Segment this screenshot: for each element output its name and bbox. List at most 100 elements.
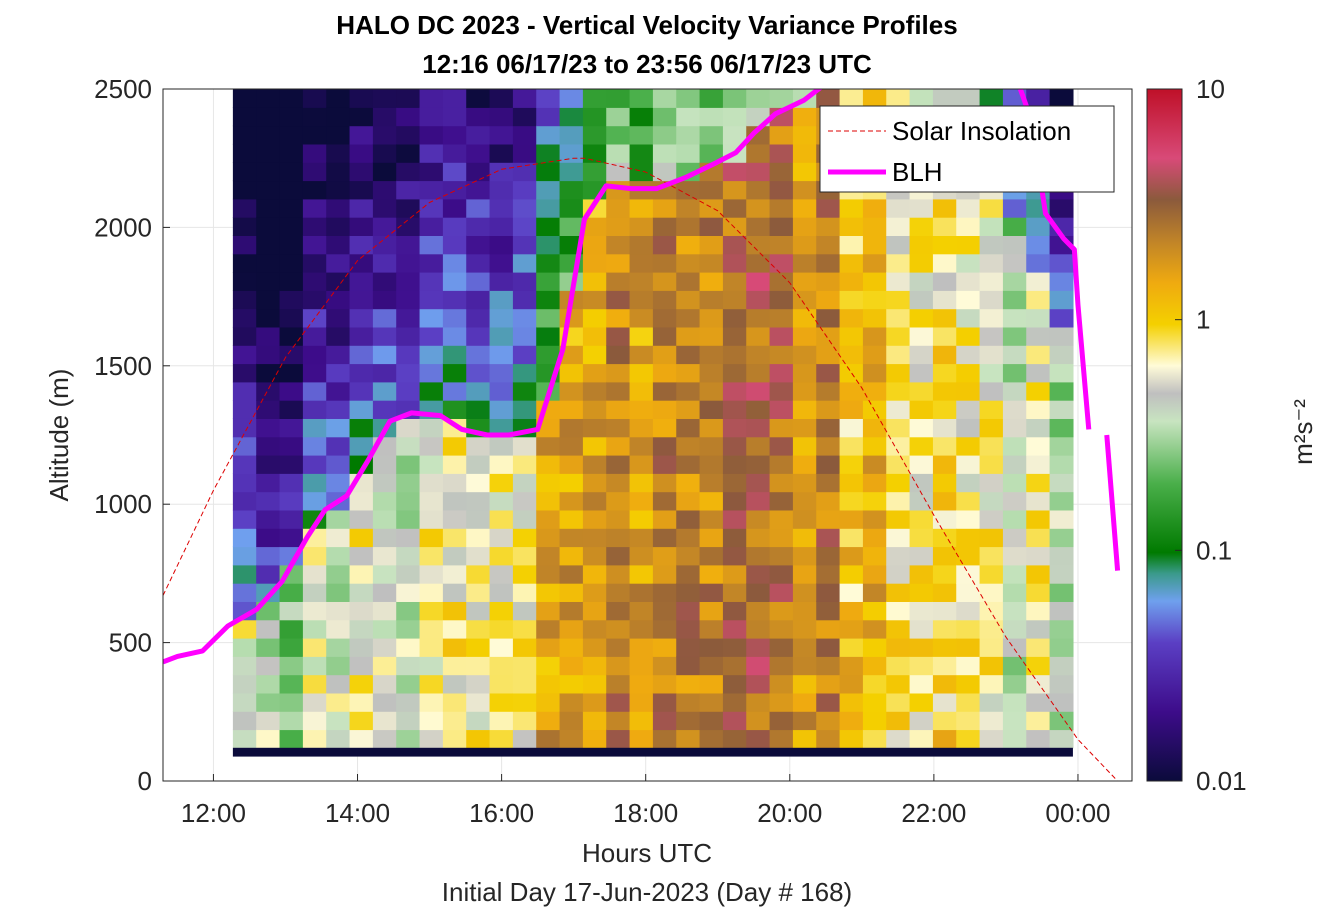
heatmap-cell xyxy=(559,217,584,236)
heatmap-cell xyxy=(792,564,817,584)
heatmap-cell xyxy=(1002,454,1027,474)
heatmap-cell xyxy=(582,656,607,676)
heatmap-cell xyxy=(489,674,514,694)
heatmap-cell xyxy=(536,601,561,621)
heatmap-cell xyxy=(326,326,351,346)
heatmap-cell xyxy=(932,692,957,712)
heatmap-cell xyxy=(722,619,747,639)
heatmap-cell xyxy=(582,363,607,383)
heatmap-cell xyxy=(699,381,724,401)
heatmap-cell xyxy=(536,162,561,182)
heatmap-cell xyxy=(722,400,747,419)
heatmap-cell xyxy=(512,125,537,145)
heatmap-cell xyxy=(746,253,771,273)
heatmap-cell xyxy=(442,143,467,163)
heatmap-cell xyxy=(769,637,794,657)
heatmap-cell xyxy=(746,601,771,621)
heatmap-cell xyxy=(699,308,724,328)
heatmap-cell xyxy=(606,454,631,474)
heatmap-cell xyxy=(1049,473,1074,493)
y-tick-label: 2500 xyxy=(94,74,152,104)
heatmap-cell xyxy=(512,436,537,456)
heatmap-cell xyxy=(1049,290,1074,310)
heatmap-cell xyxy=(676,143,701,163)
heatmap-cell xyxy=(956,235,981,255)
heatmap-cell xyxy=(722,491,747,511)
heatmap-cell xyxy=(769,400,794,419)
heatmap-cell xyxy=(769,656,794,676)
heatmap-cell xyxy=(652,729,677,749)
heatmap-cell xyxy=(396,363,421,383)
heatmap-cell xyxy=(279,473,304,493)
heatmap-cell xyxy=(629,564,654,584)
heatmap-cell xyxy=(862,89,887,108)
heatmap-cell xyxy=(886,418,911,438)
heatmap-cell xyxy=(769,272,794,291)
heatmap-cell xyxy=(652,564,677,584)
heatmap-cell xyxy=(676,473,701,493)
heatmap-cell xyxy=(582,326,607,346)
heatmap-cell xyxy=(489,89,514,108)
heatmap-cell xyxy=(1049,400,1074,419)
heatmap-cell xyxy=(839,345,864,365)
heatmap-cell xyxy=(326,729,351,749)
heatmap-cell xyxy=(909,692,934,712)
heatmap-cell xyxy=(559,381,584,401)
heatmap-cell xyxy=(279,363,304,383)
legend-label-solar: Solar Insolation xyxy=(892,116,1071,146)
heatmap-cell xyxy=(489,436,514,456)
heatmap-cell xyxy=(676,436,701,456)
heatmap-cell xyxy=(909,326,934,346)
heatmap-cell xyxy=(956,272,981,291)
heatmap-cell xyxy=(396,272,421,291)
heatmap-cell xyxy=(699,509,724,529)
heatmap-cell xyxy=(886,473,911,493)
heatmap-cell xyxy=(676,491,701,511)
heatmap-cell xyxy=(489,711,514,731)
heatmap-cell xyxy=(1002,692,1027,712)
heatmap-cell xyxy=(909,345,934,365)
colorbar-ticks: 0.01 0.1 1 10 xyxy=(1175,74,1247,796)
heatmap-cell xyxy=(652,509,677,529)
heatmap-cell xyxy=(746,400,771,419)
heatmap-cell xyxy=(512,674,537,694)
heatmap-cell xyxy=(676,546,701,566)
heatmap-cell xyxy=(956,637,981,657)
heatmap-cell xyxy=(652,290,677,310)
heatmap-cell xyxy=(349,528,374,548)
heatmap-cell xyxy=(232,162,257,182)
heatmap-cell xyxy=(419,180,444,200)
heatmap-cell xyxy=(722,326,747,346)
heatmap-cell xyxy=(932,363,957,383)
heatmap-cell xyxy=(606,674,631,694)
heatmap-cell xyxy=(349,418,374,438)
heatmap-cell xyxy=(956,436,981,456)
heatmap-cell xyxy=(769,454,794,474)
heatmap-cell xyxy=(489,454,514,474)
heatmap-cell xyxy=(326,272,351,291)
heatmap-cell xyxy=(582,345,607,365)
heatmap-cell xyxy=(419,272,444,291)
x-tick-label: 22:00 xyxy=(901,798,966,828)
heatmap-cell xyxy=(326,217,351,236)
heatmap-cell xyxy=(862,637,887,657)
heatmap-cell xyxy=(372,162,397,182)
heatmap-cell xyxy=(232,89,257,108)
heatmap-cell xyxy=(326,290,351,310)
heatmap-cell xyxy=(302,217,327,236)
heatmap-cell xyxy=(442,107,467,127)
heatmap-cell xyxy=(816,528,841,548)
heatmap-cell xyxy=(909,674,934,694)
heatmap-cell xyxy=(909,473,934,493)
heatmap-cell xyxy=(256,308,281,328)
heatmap-cell xyxy=(652,674,677,694)
heatmap-cell xyxy=(862,235,887,255)
heatmap-cell xyxy=(349,400,374,419)
heatmap-cell xyxy=(769,546,794,566)
heatmap-cell xyxy=(372,198,397,218)
heatmap-cell xyxy=(699,546,724,566)
heatmap-cell xyxy=(536,729,561,749)
heatmap-cell xyxy=(979,436,1004,456)
heatmap-cell xyxy=(536,491,561,511)
heatmap-cell xyxy=(839,326,864,346)
